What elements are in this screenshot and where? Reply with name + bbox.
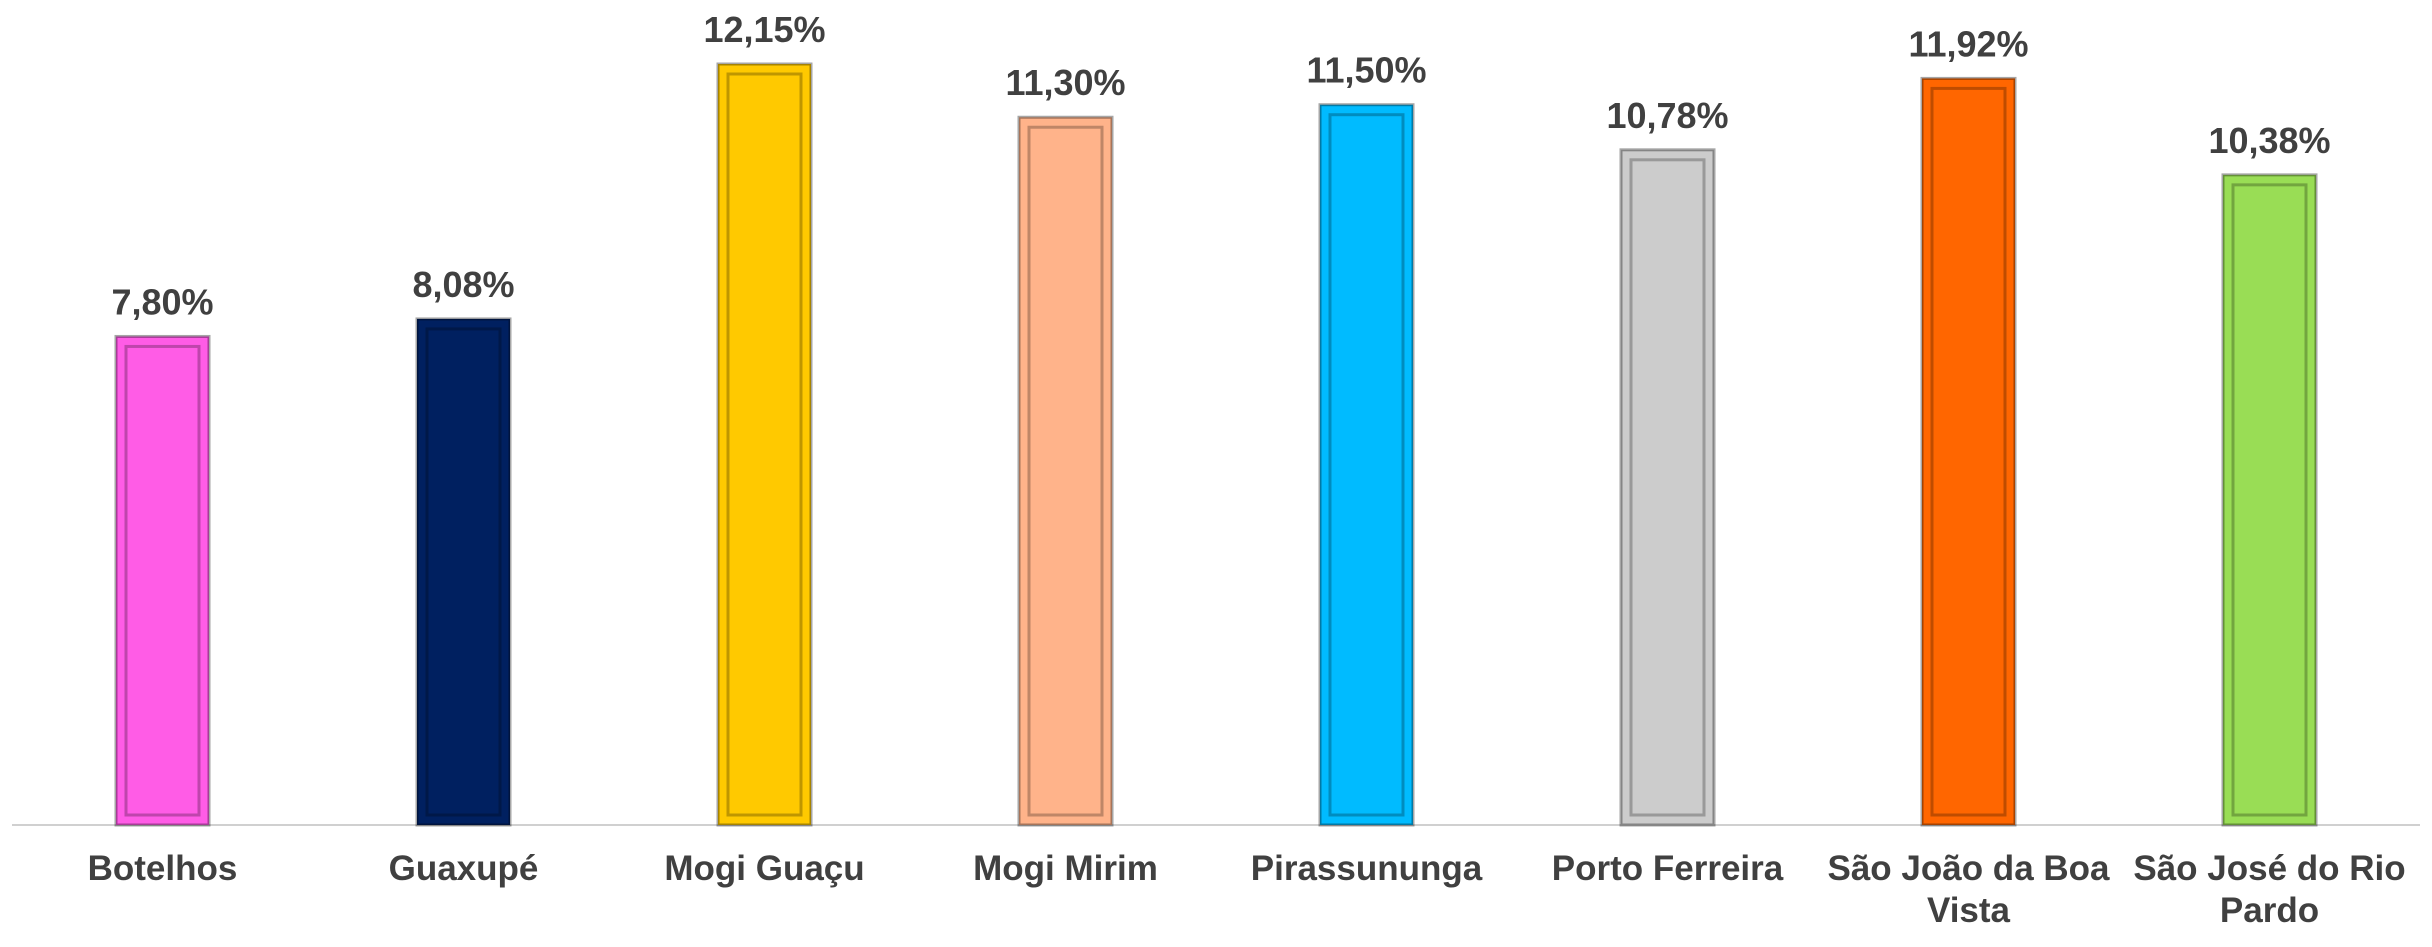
bar <box>1920 76 2017 827</box>
value-label: 10,78% <box>1606 95 1728 136</box>
x-tick-label: São José do Rio Pardo <box>2133 849 2406 930</box>
x-tick-label: Guaxupé <box>388 849 539 888</box>
bar <box>2221 173 2318 827</box>
x-tick-label: Pirassununga <box>1250 849 1483 888</box>
value-label: 11,30% <box>1005 62 1125 103</box>
bar-bevel <box>1328 113 1405 817</box>
value-label: 12,15% <box>703 9 825 50</box>
bar <box>716 62 813 827</box>
x-tick-label: Porto Ferreira <box>1551 849 1784 888</box>
bar <box>1318 103 1415 827</box>
x-tick-label: Mogi Mirim <box>973 849 1158 888</box>
value-label: 7,80% <box>111 281 213 322</box>
bar <box>114 334 211 827</box>
value-label: 11,50% <box>1306 50 1426 91</box>
bar-bevel <box>1930 86 2007 817</box>
bar-bevel <box>124 344 201 817</box>
bar <box>1017 115 1114 827</box>
value-label: 10,38% <box>2208 120 2330 161</box>
x-tick-label: Mogi Guaçu <box>664 849 865 888</box>
bar-bevel <box>1027 125 1104 817</box>
bar-bevel <box>425 327 502 817</box>
bar-bevel <box>1629 158 1706 817</box>
bar <box>1619 148 1716 827</box>
value-label: 8,08% <box>412 264 514 305</box>
bar-bevel <box>2231 183 2308 817</box>
x-tick-label: São João da Boa Vista <box>1827 849 2110 930</box>
value-label: 11,92% <box>1908 23 2028 64</box>
x-tick-label: Botelhos <box>87 849 238 888</box>
bar <box>415 317 512 827</box>
bar-bevel <box>726 72 803 817</box>
